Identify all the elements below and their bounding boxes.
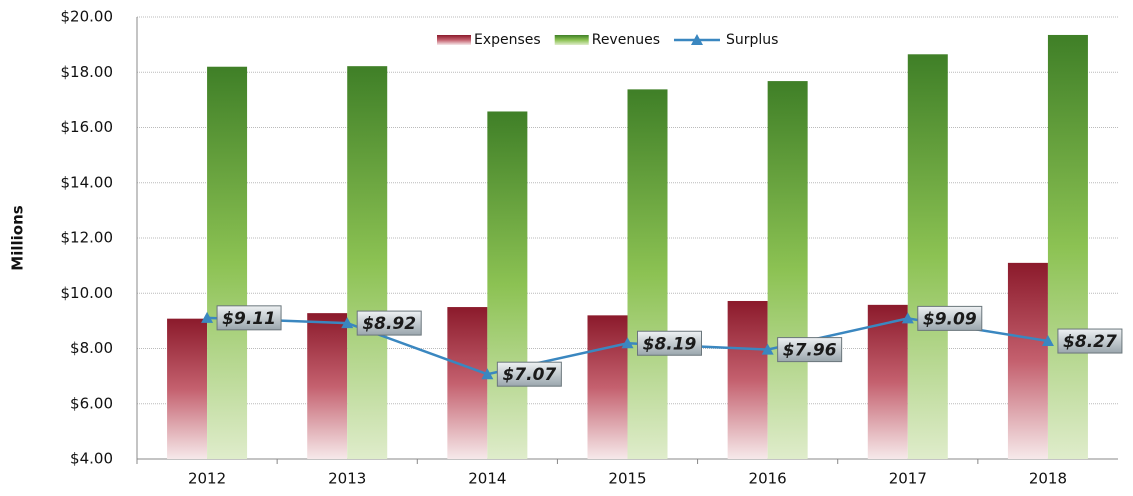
bar [1047,34,1088,460]
y-tick-label: $16.00 [61,118,114,136]
data-label-box [777,337,843,363]
data-label-box [1057,328,1123,354]
data-label: $9.11 [222,309,276,329]
bar [767,81,808,459]
bar [487,111,528,459]
y-tick-label: $12.00 [61,229,114,247]
marker [621,337,634,349]
marker [481,368,494,380]
x-tick-label: 2018 [1029,470,1067,488]
data-label: $8.92 [362,314,416,334]
x-tick-label: 2017 [889,470,927,488]
bar [447,307,488,459]
data-label-box [356,310,422,336]
x-tick-label: 2012 [188,470,226,488]
y-tick-label: $10.00 [61,284,114,302]
data-label-box [496,361,562,387]
data-label: $8.27 [1063,332,1117,352]
x-tick-label: 2015 [608,470,646,488]
data-label: $7.07 [502,365,556,385]
legend-label: Revenues [592,32,660,48]
x-tick-label: 2013 [328,470,366,488]
data-label: $8.19 [643,334,697,354]
legend-label: Expenses [474,32,541,48]
x-tick-label: 2016 [749,470,787,488]
y-tick-label: $14.00 [61,173,114,191]
marker [901,312,914,324]
marker [201,311,214,323]
bar [167,318,208,459]
bar [307,313,348,459]
data-label: $9.09 [923,309,977,329]
marker [1041,335,1054,347]
y-tick-label: $18.00 [61,63,114,81]
legend-marker [690,34,703,45]
bar [1007,262,1048,459]
bar [207,66,248,459]
legend-label: Surplus [726,32,778,48]
legend-swatch [554,35,589,45]
bar [867,304,908,459]
y-tick-label: $6.00 [70,394,113,412]
y-tick-label: $4.00 [70,450,113,468]
data-label-box [917,305,983,331]
data-label: $7.96 [783,341,837,361]
marker [761,343,774,355]
bar [347,66,388,460]
y-tick-label: $20.00 [61,8,114,26]
bar [727,300,768,459]
marker [341,317,354,329]
y-axis-label: Millions [9,205,27,270]
bar [627,89,668,459]
bar [907,54,948,459]
data-label-box [637,330,702,356]
data-label-box [216,305,282,331]
bar [587,315,628,459]
legend-swatch [437,35,471,45]
x-tick-label: 2014 [468,470,506,488]
y-tick-label: $8.00 [70,339,113,357]
